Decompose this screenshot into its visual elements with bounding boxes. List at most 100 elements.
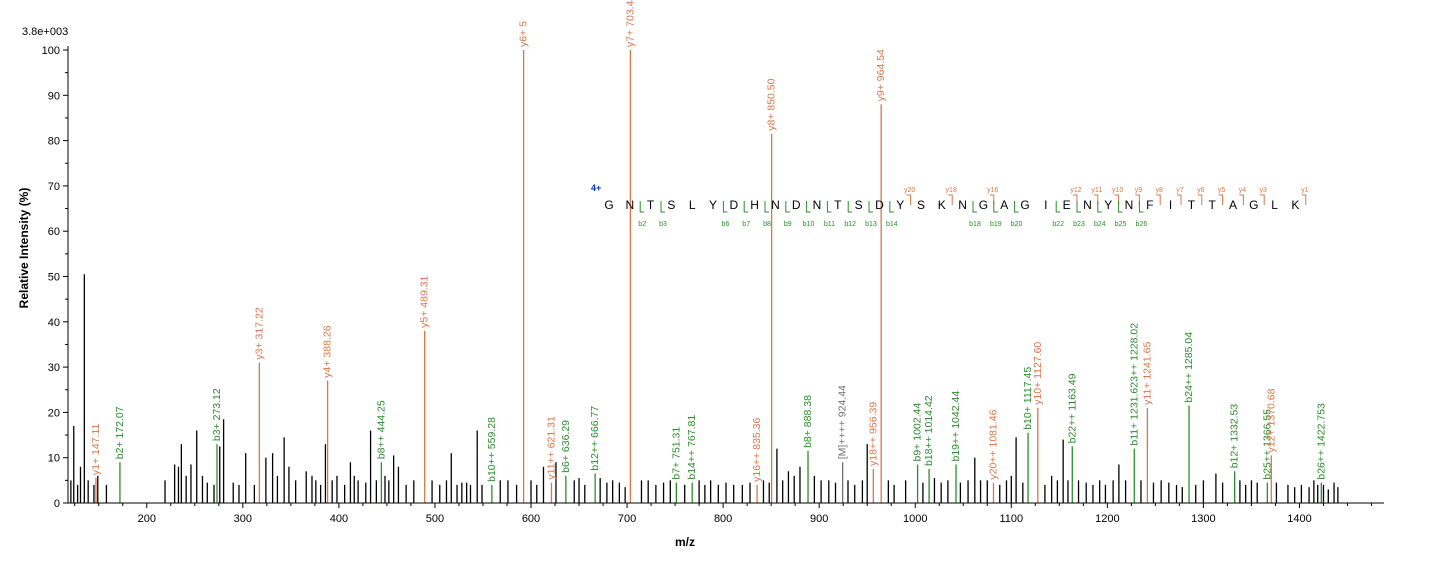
b-ion-label: b8 [763,221,771,228]
b-ion-label: b18 [969,221,981,228]
y-tick-label: 20 [48,407,60,419]
b-ion-bracket [639,201,645,213]
y-tick-label: 70 [48,181,60,193]
unlabeled-peaks [70,274,1339,503]
y-ion-label: y6 [1197,187,1205,194]
x-tick-label: 1100 [999,513,1023,525]
y-ion-label: y3 [1259,187,1267,194]
intensity-scale-label: 3.8e+003 [22,26,68,38]
b-ion-bracket [1076,201,1081,213]
y-ion-label: y20 [904,187,915,194]
b-ion-label: b14 [886,221,898,228]
y-ion-bracket [1177,194,1182,205]
sequence-residue: G [1249,198,1258,212]
y-ion-label: y8 [1155,187,1163,194]
peak-label: b11+ 1231.623++ 1228.02 [1128,323,1140,446]
y-ion-bracket [1073,194,1078,205]
b-ion-label: b13 [865,221,877,228]
b-ion-bracket [1138,201,1144,213]
y-tick-label: 100 [42,45,60,57]
peak-label: b18++ 1014.42 [923,395,935,466]
peak-label: [M]++++ 924.44 [837,385,849,459]
y-ion-label: y16 [987,187,998,194]
sequence-residue: S [917,198,925,212]
b-ion-label: b12 [844,221,856,228]
sequence-residue: N [1083,198,1092,212]
y-tick-label: 40 [48,317,60,329]
peak-label: b10++ 559.28 [486,417,498,482]
sequence-residue: T [1209,198,1217,212]
y-ion-label: y1 [1301,187,1309,194]
y-ion-bracket [1301,194,1307,205]
peak-label: b24++ 1285.04 [1183,332,1195,403]
peak-label: b12+ 1332.53 [1229,404,1241,469]
b-ion-bracket [785,201,790,213]
x-tick-label: 400 [330,513,348,525]
sequence-residue: Y [1104,198,1112,212]
peak-label: y10+ 1127.60 [1032,342,1044,405]
x-tick-label: 1400 [1287,513,1311,525]
peak-label: b8+ 888.38 [802,395,814,448]
b-ion-bracket [722,201,728,213]
b-ion-bracket [847,201,853,213]
b-ion-label: b3 [659,221,667,228]
b-ion-label: b2 [638,221,646,228]
peak-label: y6+ 5 [518,21,530,47]
sequence-residue: L [1271,198,1278,212]
sequence-residue: L [689,198,696,212]
peak-label: b25++ 1366.55 [1261,409,1273,480]
b-ion-label: b26 [1136,221,1148,228]
y-ion-label: y10 [1112,187,1123,194]
peak-label: b8++ 444.25 [375,400,387,459]
x-tick-label: 1300 [1191,513,1215,525]
peak-label: y4+ 388.26 [322,325,334,377]
peak-label: y5+ 489.31 [419,275,431,327]
y-ion-bracket [1156,194,1161,205]
sequence-residue: K [938,198,946,212]
sequence-residue: N [958,198,967,212]
x-tick-label: 1000 [903,513,927,525]
b-ion-bracket [826,201,832,213]
y-ion-bracket [1093,194,1099,205]
y-ion-bracket [1114,194,1120,205]
b-ion-bracket [660,201,665,213]
sequence-residue: A [1229,198,1237,212]
x-tick-label: 600 [522,513,540,525]
peak-label: b9+ 1002.44 [912,403,924,462]
b-ion-label: b23 [1073,221,1085,228]
sequence-residue: A [1000,198,1008,212]
sequence-residue: T [647,198,655,212]
y-ion-label: y5 [1218,187,1226,194]
axes: 0 10 20 30 40 50 60 70 80 90 100 200 300 400 500 600 700… [42,45,1384,525]
b-ion-bracket [764,201,769,213]
sequence-residue: N [771,198,780,212]
sequence-residue: G [604,198,613,212]
y-tick-label: 0 [54,498,60,510]
sequence-residue: D [729,198,738,212]
sequence-residue: G [1020,198,1029,212]
b-ion-label: b7 [742,221,750,228]
b-ion-bracket [806,201,811,213]
b-ion-label: b25 [1115,221,1127,228]
y-tick-label: 10 [48,453,60,465]
b-ion-label: b9 [784,221,792,228]
y-ion-bracket [1197,194,1203,205]
sequence-residue: T [1188,198,1196,212]
b-ion-label: b20 [1011,221,1023,228]
labeled-peaks: y1+ 147.11 b2+ 172.07 b3+ 273.12 y3+ 317.22… [90,0,1327,503]
b-ion-bracket [972,201,977,213]
y-tick-label: 50 [48,272,60,284]
b-ion-label: b6 [722,221,730,228]
sequence-residue: N [813,198,822,212]
b-ion-bracket [1118,201,1123,213]
y-ion-bracket [1218,194,1224,205]
peak-label: y7+ 703.44 [624,0,636,47]
y-axis-title: Relative Intensity (%) [17,188,31,309]
peak-label: b6+ 636.29 [560,420,572,473]
y-ion-bracket [948,194,953,205]
peak-label: y9+ 964.54 [875,49,887,101]
sequence-residue: D [792,198,801,212]
